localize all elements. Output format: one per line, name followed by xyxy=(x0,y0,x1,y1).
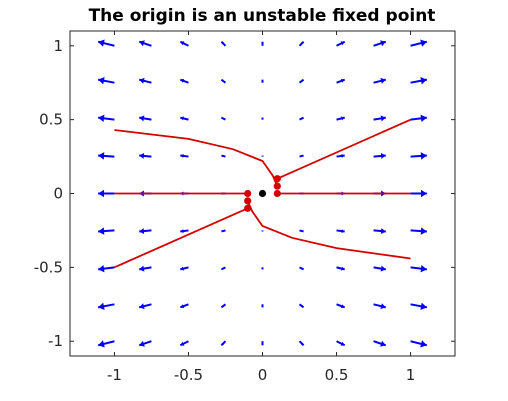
vector-arrow xyxy=(373,228,386,235)
x-tick-label: -0.5 xyxy=(174,366,203,384)
vector-arrow xyxy=(220,266,226,271)
vector-arrow xyxy=(97,340,115,348)
vector-arrow xyxy=(139,115,152,122)
vector-arrow xyxy=(97,77,115,85)
vector-arrow xyxy=(373,40,387,47)
vector-arrow xyxy=(138,340,152,347)
vector-arrow xyxy=(373,77,387,84)
start-point xyxy=(244,189,252,198)
vector-arrow xyxy=(336,40,346,47)
axes: -1 -0.5 0 0.5 1 -1 -0.5 0 0.5 1 xyxy=(34,30,456,384)
x-tick-label: 1 xyxy=(406,366,416,384)
vector-arrow xyxy=(139,265,152,272)
x-tick-label: -1 xyxy=(107,366,122,384)
vector-arrow xyxy=(179,340,189,347)
y-tick-label: -1 xyxy=(48,332,63,350)
vector-arrow xyxy=(261,117,264,120)
start-point xyxy=(273,175,281,183)
vector-arrow xyxy=(261,341,264,346)
vector-arrow xyxy=(221,229,226,233)
x-tick-label: 0 xyxy=(258,366,268,384)
vector-arrow xyxy=(261,267,264,270)
vector-arrow xyxy=(98,152,115,160)
vector-arrow xyxy=(373,152,386,159)
trajectory-line xyxy=(246,200,411,260)
vector-arrow xyxy=(410,340,428,348)
vector-arrow xyxy=(98,264,115,273)
vector-arrow xyxy=(220,41,227,47)
vector-arrow xyxy=(97,302,115,310)
chart-title: The origin is an unstable fixed point xyxy=(89,6,436,26)
vector-arrow xyxy=(336,229,345,234)
y-tick-label: 0 xyxy=(53,185,63,203)
vector-arrow xyxy=(261,41,264,46)
vector-arrow xyxy=(221,154,226,158)
trajectory-line xyxy=(276,118,411,180)
vector-arrow xyxy=(98,227,115,235)
y-tick-label: 0.5 xyxy=(39,111,63,129)
vector-arrow xyxy=(138,77,152,84)
vector-arrow xyxy=(220,78,227,84)
vector-arrow xyxy=(298,303,305,309)
start-point xyxy=(273,189,281,198)
start-point xyxy=(244,204,252,212)
trajectory-line xyxy=(114,207,249,269)
vector-arrow xyxy=(410,152,427,160)
vector-arrow xyxy=(180,116,189,121)
x-tick-label: 0.5 xyxy=(325,366,349,384)
vector-arrow xyxy=(220,303,227,309)
vector-arrow xyxy=(179,78,189,84)
vector-arrow xyxy=(373,340,387,347)
vector-arrow xyxy=(373,303,387,310)
vector-arrow xyxy=(261,304,264,308)
y-tick-label: 1 xyxy=(53,37,63,55)
vector-arrow xyxy=(298,41,305,47)
fixed-point-origin xyxy=(258,189,267,198)
vector-arrow xyxy=(336,303,346,309)
vector-arrow xyxy=(139,228,152,235)
y-tick-label: -0.5 xyxy=(34,258,63,276)
vector-arrow xyxy=(261,79,264,83)
start-point xyxy=(273,182,281,190)
vector-arrow xyxy=(410,264,427,273)
vector-arrow xyxy=(336,78,346,84)
vector-arrow xyxy=(336,266,345,271)
vector-arrow xyxy=(336,153,345,158)
vector-arrow xyxy=(299,154,304,158)
vector-arrow xyxy=(410,189,427,198)
vector-arrow xyxy=(410,302,428,310)
vector-arrow xyxy=(299,229,304,233)
vector-arrow xyxy=(220,116,226,121)
vector-arrow xyxy=(410,77,428,85)
vector-arrow xyxy=(180,266,189,271)
vector-arrow xyxy=(180,229,189,234)
vector-arrow xyxy=(298,78,305,84)
vector-arrow xyxy=(299,266,305,271)
vector-arrow xyxy=(373,115,386,122)
vector-arrow xyxy=(180,153,189,158)
vector-arrow xyxy=(410,39,428,47)
vector-arrow xyxy=(139,152,152,159)
vector-arrow xyxy=(336,340,346,347)
vector-arrow xyxy=(298,340,305,346)
vector-arrow xyxy=(98,114,115,123)
vector-arrow xyxy=(138,303,152,310)
vector-arrow xyxy=(336,116,345,121)
vector-arrow xyxy=(410,227,427,235)
plot-area xyxy=(97,39,428,348)
start-point xyxy=(244,197,252,205)
vector-arrow xyxy=(179,303,189,309)
trajectory-line xyxy=(114,129,279,187)
vector-arrow xyxy=(138,40,152,47)
vector-arrow xyxy=(220,340,227,346)
vector-arrow xyxy=(98,189,115,198)
vector-arrow xyxy=(97,39,115,47)
vector-arrow xyxy=(373,265,386,272)
vector-arrow xyxy=(410,114,427,123)
vector-arrow xyxy=(179,40,189,47)
vector-arrow xyxy=(299,116,305,121)
